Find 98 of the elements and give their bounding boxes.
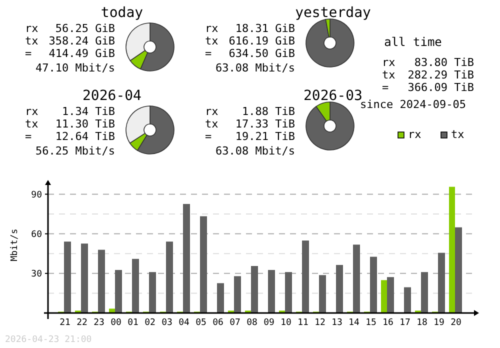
text: = <box>25 47 32 60</box>
text: rx <box>205 22 219 35</box>
x-tick-label: 20 <box>450 318 462 328</box>
text: 18.31 GiB <box>235 22 296 35</box>
x-tick-label: 06 <box>212 318 224 328</box>
x-tick-label: 14 <box>348 318 360 328</box>
text: 1.34 TiB <box>62 105 116 118</box>
text: tx <box>205 118 219 130</box>
y-tick-label: 60 <box>31 230 42 240</box>
text: rx <box>25 105 39 118</box>
legend-label: tx <box>451 128 465 141</box>
text: tx <box>205 34 219 48</box>
bar <box>319 275 326 313</box>
bar <box>421 272 428 313</box>
x-tick-label: 13 <box>332 318 342 328</box>
text: rx <box>205 105 219 118</box>
x-tick-label: 22 <box>76 318 88 328</box>
chart-title: today <box>100 5 144 21</box>
x-tick-label: 05 <box>196 318 206 328</box>
donut-slice <box>306 18 354 68</box>
text: 56.25 GiB <box>55 22 116 35</box>
bar <box>109 308 115 313</box>
bar <box>183 204 190 313</box>
text: rx <box>382 56 396 69</box>
bar <box>98 250 105 313</box>
legend-label: rx <box>408 128 422 141</box>
x-tick-label: 21 <box>60 318 70 328</box>
text: 366.09 TiB <box>408 81 474 94</box>
text: 282.29 TiB <box>408 68 474 82</box>
bar <box>81 244 88 313</box>
x-tick-label: 08 <box>246 318 258 328</box>
x-tick-label: 07 <box>230 318 240 328</box>
x-tick-label: 01 <box>128 318 138 328</box>
bar <box>285 272 292 313</box>
text: 47.10 Mbit/s <box>36 62 115 74</box>
x-tick-label: 19 <box>434 318 444 328</box>
bar <box>449 186 455 313</box>
text: = <box>382 81 389 94</box>
bar <box>381 280 387 313</box>
bar <box>387 277 394 313</box>
text: 11.30 TiB <box>55 118 116 130</box>
y-tick-label: 30 <box>31 270 42 280</box>
x-tick-label: 16 <box>382 318 394 328</box>
chart-title: 2026-04 <box>82 88 142 104</box>
text: all time <box>384 35 442 49</box>
x-tick-label: 10 <box>280 318 292 328</box>
y-axis-title: Mbit/s <box>10 228 20 262</box>
x-tick-label: 00 <box>110 318 122 328</box>
text: 17.33 TiB <box>235 118 296 130</box>
bar <box>268 270 275 313</box>
bar <box>302 240 309 313</box>
x-tick-label: 11 <box>298 318 308 328</box>
bar <box>455 227 462 313</box>
bar <box>234 276 241 313</box>
text: 1.88 TiB <box>242 105 296 118</box>
bar <box>251 266 258 313</box>
x-tick-label: 03 <box>162 318 172 328</box>
bar <box>370 256 377 313</box>
text: 63.08 Mbit/s <box>216 62 295 74</box>
x-tick-label: 04 <box>178 318 190 328</box>
text: 83.80 TiB <box>414 56 474 69</box>
bar <box>166 242 173 313</box>
bar <box>404 287 411 313</box>
text: rx <box>25 22 39 35</box>
bar <box>217 283 224 313</box>
text: 12.64 TiB <box>55 130 116 143</box>
text: since 2024-09-05 <box>360 98 466 111</box>
text: = <box>205 130 212 143</box>
x-tick-label: 23 <box>94 318 104 328</box>
text: tx <box>25 34 39 48</box>
bar <box>353 244 360 313</box>
x-tick-label: 12 <box>314 318 326 328</box>
text: 634.50 GiB <box>228 47 296 60</box>
bar <box>115 270 122 313</box>
x-tick-label: 15 <box>366 318 376 328</box>
y-tick-label: 90 <box>31 190 42 200</box>
x-tick-label: 17 <box>400 318 410 328</box>
bar <box>132 258 139 313</box>
bar <box>64 242 71 313</box>
text: 19.21 TiB <box>235 130 296 143</box>
text: = <box>205 47 212 60</box>
text: 414.49 GiB <box>48 47 116 60</box>
text: = <box>25 130 32 143</box>
bar <box>438 252 445 313</box>
bar <box>200 216 207 313</box>
text: 63.08 Mbit/s <box>216 144 295 158</box>
chart-title: yesterday <box>295 5 371 21</box>
text: 616.19 GiB <box>228 34 296 48</box>
text: 56.25 Mbit/s <box>36 144 115 158</box>
text: tx <box>25 118 39 130</box>
bar <box>336 264 343 313</box>
text: 358.24 GiB <box>48 34 116 48</box>
x-tick-label: 09 <box>264 318 274 328</box>
x-tick-label: 02 <box>144 318 156 328</box>
x-tick-label: 18 <box>416 318 428 328</box>
text: tx <box>382 68 396 82</box>
donut-slice <box>306 102 354 150</box>
bar <box>149 272 156 313</box>
